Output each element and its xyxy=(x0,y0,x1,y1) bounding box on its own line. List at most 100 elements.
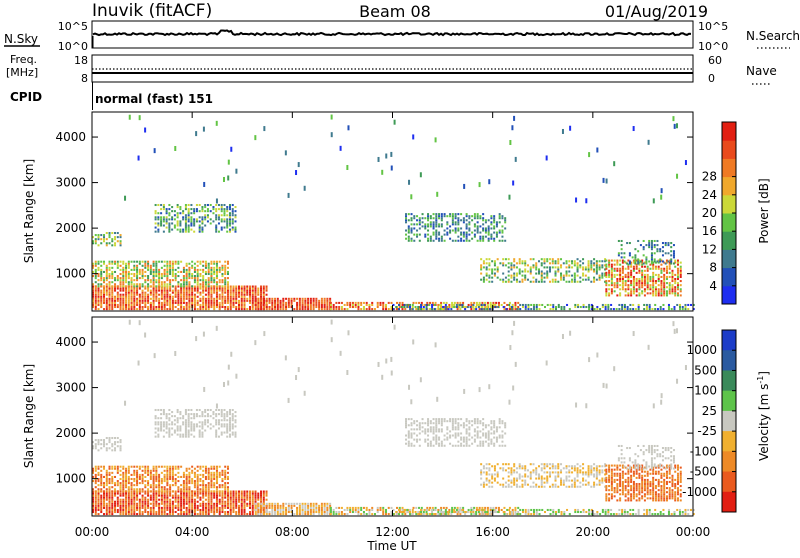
power-cell xyxy=(133,293,136,296)
power-cell xyxy=(94,301,97,304)
power-cell xyxy=(176,222,179,225)
velocity-cell xyxy=(191,508,194,511)
power-cell xyxy=(446,223,449,226)
power-cell xyxy=(196,287,199,290)
power-cell xyxy=(207,297,210,300)
power-cell xyxy=(326,301,329,304)
power-cell xyxy=(158,281,161,284)
power-cell xyxy=(232,297,235,300)
velocity-cell xyxy=(100,490,103,493)
power-cell xyxy=(226,272,229,276)
power-cell xyxy=(234,228,237,231)
power-cell xyxy=(329,301,332,304)
power-cell xyxy=(630,288,633,291)
velocity-cell xyxy=(193,498,196,501)
power-cell xyxy=(111,291,114,294)
velocity-cell xyxy=(111,508,114,511)
power-cell xyxy=(532,303,535,306)
power-cell xyxy=(130,283,133,286)
power-cell xyxy=(125,305,128,309)
power-cell xyxy=(515,262,518,265)
velocity-cell xyxy=(138,488,141,491)
velocity-cell xyxy=(119,488,122,491)
velocity-cell xyxy=(204,490,207,493)
velocity-cell xyxy=(315,506,318,509)
power-cell xyxy=(158,308,161,311)
power-cell xyxy=(513,260,516,263)
power-cell xyxy=(243,285,246,288)
power-cell xyxy=(144,299,147,302)
power-cell xyxy=(262,295,265,298)
power-cell xyxy=(429,301,432,304)
velocity-cell xyxy=(136,502,139,505)
power-cell xyxy=(440,217,443,220)
velocity-cell xyxy=(105,475,108,478)
velocity-cell xyxy=(329,510,332,514)
velocity-cell xyxy=(180,496,183,499)
power-cell xyxy=(451,221,454,224)
power-cell xyxy=(111,301,114,304)
power-cell xyxy=(213,291,216,294)
power-cell xyxy=(160,220,163,223)
power-cell xyxy=(643,277,646,281)
velocity-cell xyxy=(141,500,144,503)
velocity-cell xyxy=(103,506,106,509)
power-cell xyxy=(482,237,485,240)
velocity-cell xyxy=(103,439,106,442)
power-cell xyxy=(517,301,520,304)
power-cell xyxy=(493,272,496,275)
power-cell xyxy=(671,292,674,295)
power-cell xyxy=(190,224,193,227)
power-cell xyxy=(499,262,502,265)
power-cell xyxy=(290,305,293,309)
power-cell xyxy=(100,289,103,292)
velocity-cell xyxy=(440,510,443,514)
power-cell xyxy=(652,277,655,281)
power-cell xyxy=(108,275,111,278)
power-cell xyxy=(215,203,218,207)
power-cell xyxy=(210,266,213,269)
power-cell xyxy=(263,305,266,309)
velocity-cell xyxy=(177,471,180,474)
power-cell xyxy=(664,262,667,265)
power-cell xyxy=(608,261,611,264)
power-cell xyxy=(608,275,611,278)
power-cell xyxy=(349,305,352,309)
power-cell xyxy=(410,219,413,222)
velocity-cell xyxy=(318,508,321,511)
velocity-cell xyxy=(198,408,201,412)
power-cell xyxy=(103,262,106,265)
velocity-cell xyxy=(116,465,119,468)
velocity-cell xyxy=(246,498,249,501)
velocity-cell xyxy=(184,421,187,424)
power-cell xyxy=(160,260,163,263)
power-cell xyxy=(158,303,161,306)
power-cell xyxy=(166,285,169,288)
power-cell xyxy=(116,260,119,263)
power-cell xyxy=(433,308,436,311)
power-cell xyxy=(221,272,224,276)
velocity-cell xyxy=(174,484,177,487)
power-cell xyxy=(229,303,232,306)
velocity-cell xyxy=(329,508,332,511)
power-cell xyxy=(643,282,646,285)
velocity-cell xyxy=(188,498,191,501)
velocity-cell xyxy=(201,425,204,428)
velocity-cell xyxy=(442,506,445,509)
colorbar-tick-label: 4 xyxy=(709,279,717,293)
power-cell xyxy=(648,260,651,263)
velocity-cell xyxy=(125,510,128,514)
power-cell xyxy=(496,270,499,273)
power-cell xyxy=(268,308,271,311)
velocity-cell xyxy=(188,494,191,497)
power-cell xyxy=(206,216,209,219)
velocity-cell xyxy=(296,508,299,511)
power-cell xyxy=(616,269,619,272)
power-cell xyxy=(111,289,114,292)
power-cell xyxy=(649,288,652,291)
velocity-cell xyxy=(235,496,238,499)
power-cell xyxy=(191,272,194,276)
power-cell xyxy=(199,272,202,276)
power-cell xyxy=(207,272,210,276)
power-cell xyxy=(265,287,268,290)
